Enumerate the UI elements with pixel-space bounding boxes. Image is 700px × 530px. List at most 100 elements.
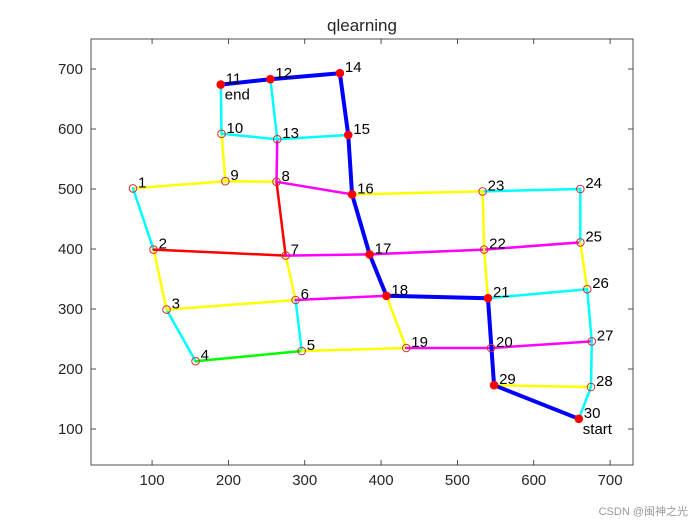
node-24-marker (576, 184, 585, 194)
annotation-end: end (225, 87, 250, 104)
node-16-marker (347, 190, 357, 199)
edge-8-13 (275, 137, 279, 184)
edge-27-28 (589, 340, 594, 389)
node-25-label: 25 (585, 228, 602, 245)
node-30-marker (574, 414, 584, 424)
edge-13-15 (276, 133, 350, 141)
node-7-label: 7 (291, 242, 299, 259)
edge-4-5 (194, 349, 303, 363)
optimal-path-line (218, 71, 581, 421)
node-12-label: 12 (275, 65, 292, 82)
edge-16-23 (350, 190, 484, 196)
node-7-marker (281, 251, 290, 260)
edge-3-4 (165, 308, 197, 363)
chart-title: qlearning (327, 16, 397, 35)
node-4-label: 4 (201, 347, 209, 364)
node-22-marker (479, 245, 489, 254)
edge-10-11 (219, 83, 223, 136)
node-3-label: 3 (172, 296, 180, 313)
y-tick-label: 400 (58, 241, 83, 258)
edge-1-9 (131, 179, 227, 190)
y-tick-label: 500 (58, 181, 83, 198)
node-28-label: 28 (596, 373, 613, 390)
edges-layer (131, 77, 594, 421)
edge-23-24 (481, 187, 582, 193)
node-26-marker (582, 284, 592, 294)
edge-13-12 (269, 77, 279, 141)
edge-10-9 (220, 132, 227, 183)
node-11-marker (216, 80, 226, 89)
node-2-marker (149, 245, 158, 254)
node-8-marker (272, 177, 281, 187)
edge-2-3 (152, 248, 168, 311)
node-5-label: 5 (307, 337, 315, 354)
node-6-label: 6 (301, 286, 309, 303)
node-24-label: 24 (585, 175, 602, 192)
node-17-label: 17 (375, 240, 392, 257)
node-3-marker (162, 305, 171, 314)
edge-17-22 (368, 248, 486, 256)
y-tick-label: 700 (58, 61, 83, 78)
node-18-label: 18 (391, 282, 408, 299)
nodes-layer (128, 68, 597, 424)
edge-20-27 (489, 340, 594, 350)
edge-9-8 (224, 179, 278, 184)
node-6-marker (291, 295, 300, 305)
x-tick-label: 400 (369, 472, 394, 489)
node-12-marker (266, 74, 275, 84)
node-29-marker (489, 380, 499, 390)
edge-5-19 (300, 346, 408, 353)
x-tick-label: 600 (521, 472, 546, 489)
node-28-marker (586, 382, 596, 392)
y-tick-label: 600 (58, 121, 83, 138)
edge-7-6 (284, 254, 297, 302)
node-21-label: 21 (493, 284, 510, 301)
node-9-marker (221, 176, 230, 186)
node-9-label: 9 (230, 167, 238, 184)
edge-6-18 (294, 294, 388, 302)
edge-6-5 (294, 298, 303, 353)
edge-8-16 (275, 180, 354, 196)
node-21-marker (483, 293, 493, 303)
node-15-marker (343, 130, 353, 140)
node-29-label: 29 (499, 371, 516, 388)
node-10-marker (217, 129, 226, 139)
annotation-start: start (583, 421, 613, 438)
edge-10-13 (220, 132, 279, 141)
edge-18-19 (385, 294, 408, 350)
y-tick-label: 100 (58, 421, 83, 438)
edge-23-22 (481, 190, 486, 251)
node-8-label: 8 (282, 168, 290, 185)
edge-21-26 (486, 287, 589, 300)
x-tick-label: 300 (292, 472, 317, 489)
node-16-label: 16 (357, 180, 374, 197)
x-tick-label: 500 (445, 472, 470, 489)
y-tick-label: 200 (58, 361, 83, 378)
node-10-label: 10 (227, 120, 244, 137)
node-15-label: 15 (353, 121, 370, 138)
edge-22-25 (482, 241, 582, 251)
node-25-marker (576, 238, 585, 247)
edge-1-2 (131, 187, 155, 251)
optimal-path-layer (218, 71, 581, 421)
node-18-marker (382, 291, 391, 301)
node-27-marker (587, 337, 597, 346)
node-13-label: 13 (282, 125, 299, 142)
edge-29-28 (492, 383, 593, 389)
edge-8-7 (275, 180, 287, 257)
edge-28-30 (577, 385, 593, 421)
node-27-label: 27 (597, 327, 614, 344)
edge-22-21 (482, 248, 490, 300)
node-11-label: 11 (226, 71, 242, 88)
node-13-marker (272, 134, 282, 144)
node-4-marker (191, 356, 200, 366)
node-22-label: 22 (489, 236, 506, 253)
node-14-marker (335, 68, 345, 78)
edge-3-6 (165, 298, 297, 311)
node-1-marker (128, 184, 138, 193)
x-axis: 100 200 300 400 500 600 700 (140, 39, 623, 489)
node-19-label: 19 (411, 334, 428, 351)
